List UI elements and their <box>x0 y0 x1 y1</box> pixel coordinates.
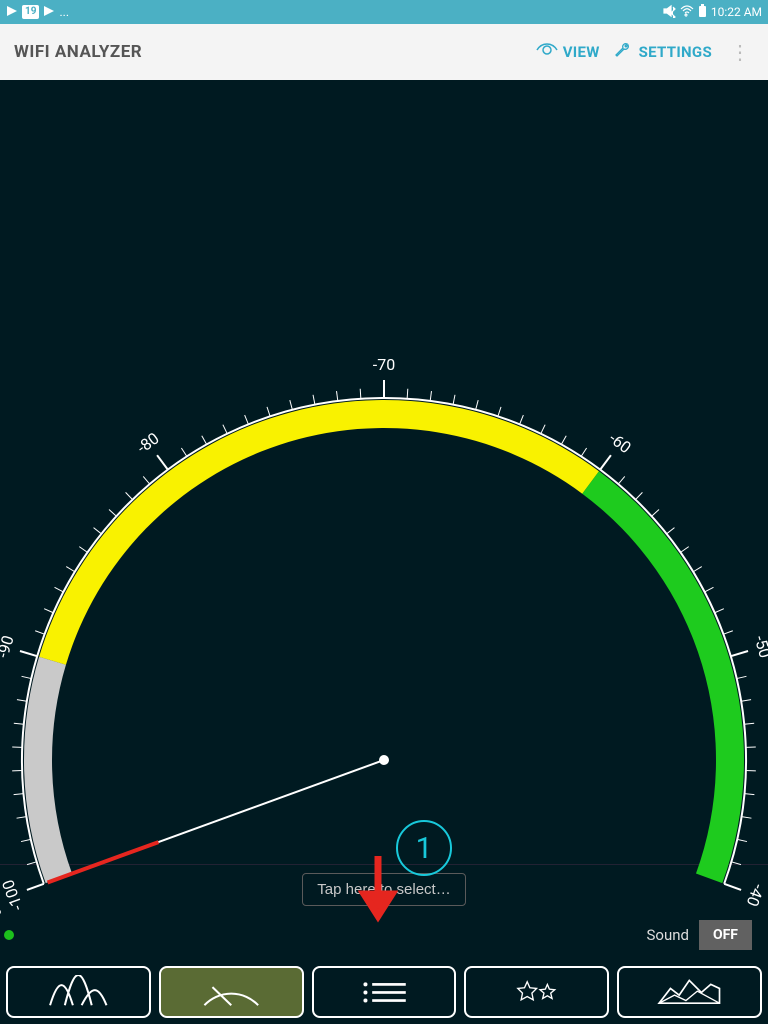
play-icon <box>6 5 18 20</box>
svg-text:-80: -80 <box>133 429 162 458</box>
play-icon <box>43 5 55 20</box>
wrench-icon <box>614 42 634 62</box>
status-time: 10:22 AM <box>711 5 762 19</box>
battery-icon <box>698 4 707 21</box>
gauge-area: -100-90-80-70-60-50-40dBm 1 <box>0 80 768 864</box>
arrow-down-icon <box>358 850 398 930</box>
nav-tabs <box>0 966 768 1024</box>
view-label: VIEW <box>563 43 600 61</box>
svg-text:-50: -50 <box>750 633 768 660</box>
tab-ap-list[interactable] <box>312 966 457 1018</box>
status-dot <box>4 930 14 940</box>
tab-signal-meter[interactable] <box>159 966 304 1018</box>
svg-text:-70: -70 <box>373 355 395 374</box>
svg-text:-100: -100 <box>0 877 27 913</box>
eye-icon <box>536 43 558 61</box>
sound-label: Sound <box>646 926 688 944</box>
svg-text:-40: -40 <box>743 881 768 909</box>
wifi-icon <box>680 4 694 21</box>
status-ellipsis: ... <box>59 5 69 19</box>
svg-text:-90: -90 <box>0 633 18 660</box>
tab-channel-rating[interactable] <box>464 966 609 1018</box>
settings-label: SETTINGS <box>639 43 712 61</box>
tab-time-graph[interactable] <box>617 966 762 1018</box>
settings-button[interactable]: SETTINGS <box>614 42 712 62</box>
mute-icon <box>662 4 676 21</box>
sound-toggle[interactable]: OFF <box>699 920 752 950</box>
app-bar: WIFI ANALYZER VIEW SETTINGS ⋮ <box>0 24 768 80</box>
status-badge: 19 <box>22 5 39 19</box>
svg-text:-60: -60 <box>605 429 634 458</box>
callout-number: 1 <box>416 831 433 866</box>
status-bar: 19 ... 10:22 AM <box>0 0 768 24</box>
overflow-menu[interactable]: ⋮ <box>726 40 754 64</box>
view-button[interactable]: VIEW <box>536 43 600 61</box>
signal-gauge: -100-90-80-70-60-50-40dBm <box>0 80 768 940</box>
tab-channel-graph[interactable] <box>6 966 151 1018</box>
callout-badge: 1 <box>396 820 452 876</box>
app-title: WIFI ANALYZER <box>14 42 142 62</box>
